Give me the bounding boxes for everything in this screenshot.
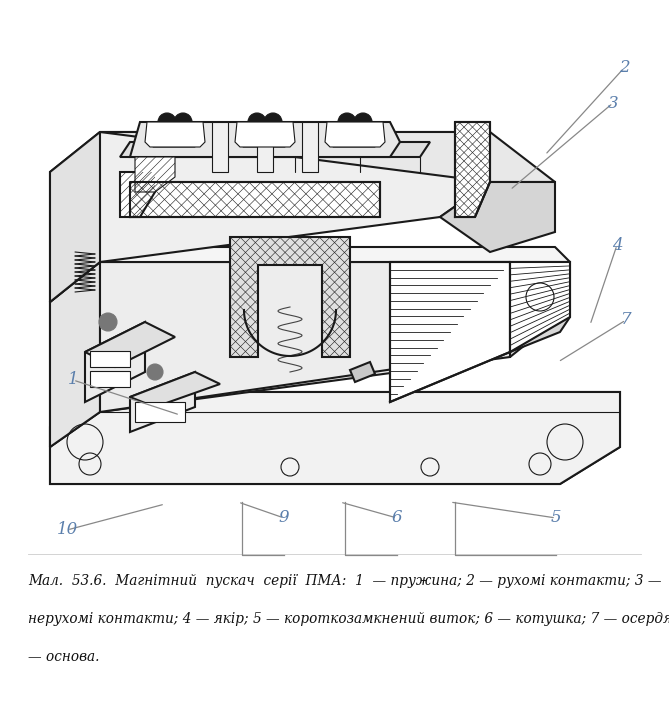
Polygon shape xyxy=(135,157,175,192)
Text: 1: 1 xyxy=(68,372,78,389)
Text: 7: 7 xyxy=(621,312,632,328)
Polygon shape xyxy=(50,132,100,302)
Polygon shape xyxy=(50,392,620,484)
Polygon shape xyxy=(85,322,175,367)
Polygon shape xyxy=(302,122,318,172)
Polygon shape xyxy=(130,182,380,217)
Polygon shape xyxy=(235,122,295,147)
Polygon shape xyxy=(100,247,570,262)
Polygon shape xyxy=(455,122,490,217)
Polygon shape xyxy=(145,122,205,147)
Polygon shape xyxy=(50,392,620,484)
Polygon shape xyxy=(100,132,555,182)
Polygon shape xyxy=(243,132,287,147)
Polygon shape xyxy=(350,362,375,382)
Text: Мал.  53.6.  Магнітний  пускач  серії  ПМА:  1  — пружина; 2 — рухомі контакти; : Мал. 53.6. Магнітний пускач серії ПМА: 1… xyxy=(28,574,662,588)
Polygon shape xyxy=(100,262,510,412)
Text: — основа.: — основа. xyxy=(28,650,100,664)
Circle shape xyxy=(99,313,117,331)
Polygon shape xyxy=(135,402,185,422)
Polygon shape xyxy=(130,372,220,407)
Text: 3: 3 xyxy=(607,95,618,112)
Circle shape xyxy=(158,113,176,131)
Polygon shape xyxy=(510,267,560,357)
Circle shape xyxy=(248,113,266,131)
Text: 6: 6 xyxy=(391,510,402,526)
Polygon shape xyxy=(130,122,400,157)
Polygon shape xyxy=(90,371,130,387)
Polygon shape xyxy=(120,172,155,217)
Text: нерухомі контакти; 4 — якір; 5 — короткозамкнений виток; 6 — котушка; 7 — осердя: нерухомі контакти; 4 — якір; 5 — коротко… xyxy=(28,612,669,626)
Text: 2: 2 xyxy=(619,60,630,76)
Polygon shape xyxy=(333,132,377,147)
Circle shape xyxy=(354,113,372,131)
Circle shape xyxy=(147,364,163,380)
Text: 9: 9 xyxy=(279,510,289,526)
Polygon shape xyxy=(85,322,145,402)
Text: 10: 10 xyxy=(56,521,78,538)
Polygon shape xyxy=(510,262,570,352)
Polygon shape xyxy=(440,182,555,252)
Polygon shape xyxy=(390,262,510,402)
Polygon shape xyxy=(50,132,490,302)
Circle shape xyxy=(174,113,192,131)
Polygon shape xyxy=(100,267,510,412)
Polygon shape xyxy=(510,262,570,352)
Polygon shape xyxy=(325,122,385,147)
Polygon shape xyxy=(90,351,130,367)
Polygon shape xyxy=(257,122,273,172)
Text: 4: 4 xyxy=(611,236,622,253)
Polygon shape xyxy=(230,237,350,357)
Polygon shape xyxy=(212,122,228,172)
Polygon shape xyxy=(50,267,100,447)
Polygon shape xyxy=(130,372,195,432)
Polygon shape xyxy=(120,142,430,157)
Text: 5: 5 xyxy=(551,510,561,526)
Circle shape xyxy=(338,113,356,131)
Polygon shape xyxy=(50,262,100,447)
Circle shape xyxy=(264,113,282,131)
Polygon shape xyxy=(153,132,197,147)
